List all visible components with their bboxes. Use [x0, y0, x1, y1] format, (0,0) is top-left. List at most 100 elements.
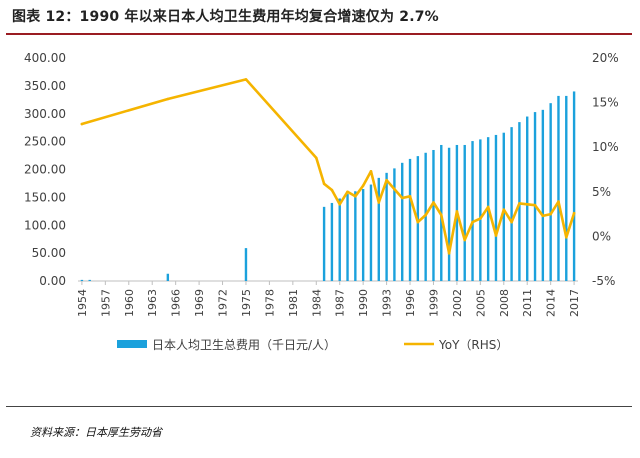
bar — [565, 95, 568, 281]
x-axis-tick-label: 1960 — [123, 289, 136, 317]
x-axis-tick-label: 1966 — [170, 289, 183, 317]
yoy-point — [525, 202, 529, 206]
yoy-point — [564, 235, 568, 239]
yoy-line — [80, 78, 576, 255]
yoy-point — [244, 78, 248, 81]
chart-title: 图表 12：1990 年以来日本人均卫生费用年均复合增速仅为 2.7% — [12, 9, 439, 25]
left-axis-tick-label: 150.00 — [24, 190, 66, 204]
yoy-point — [393, 187, 396, 191]
legend-bar-swatch — [117, 340, 147, 348]
bar — [330, 202, 334, 281]
x-axis-tick-label: 1987 — [334, 289, 347, 317]
tick-labels: 0.00 50.00 100.00 150.00 200.00 250.00 300.00 3… — [24, 51, 619, 317]
left-axis-tick-label: 250.00 — [24, 135, 66, 149]
title-rule — [6, 33, 632, 35]
bar — [557, 95, 560, 281]
yoy-point — [494, 234, 498, 237]
right-axis-tick-label: 15% — [592, 96, 619, 110]
yoy-point — [314, 156, 318, 160]
bar — [549, 103, 552, 281]
x-axis-tick-label: 1957 — [99, 289, 112, 317]
x-axis-tick-label: 1975 — [240, 289, 253, 317]
right-axis-tick-label: -5% — [592, 274, 615, 288]
yoy-point — [549, 212, 552, 216]
x-axis-tick-label: 1981 — [287, 289, 300, 317]
yoy-point — [424, 213, 427, 217]
yoy-point — [361, 184, 365, 187]
x-axis-tick-label: 1969 — [193, 289, 206, 317]
bar — [408, 158, 412, 281]
yoy-point — [439, 213, 443, 217]
source-note: 资料来源：日本厚生劳动省 — [30, 426, 162, 439]
yoy-point — [518, 202, 521, 205]
bar — [385, 172, 388, 281]
bar — [463, 144, 466, 281]
yoy-point — [471, 220, 474, 224]
yoy-point — [432, 201, 435, 204]
left-axis-tick-label: 100.00 — [24, 218, 66, 232]
bar — [354, 191, 357, 281]
yoy-point — [463, 238, 467, 242]
x-axis-tick-label: 1963 — [146, 289, 159, 317]
bar — [432, 149, 435, 281]
x-axis-tick-label: 1993 — [381, 289, 394, 317]
yoy-point — [330, 188, 334, 192]
legend-bar-label: 日本人均卫生总费用（千日元/人） — [152, 338, 336, 352]
yoy-point — [502, 208, 506, 211]
bar — [377, 177, 380, 281]
x-axis-tick-label: 1954 — [76, 289, 89, 317]
right-axis-tick-label: 0% — [592, 229, 611, 243]
x-axis-tick-label: 1990 — [357, 289, 370, 317]
bar — [533, 112, 537, 281]
bar — [572, 91, 576, 281]
x-axis-tick-label: 1996 — [404, 289, 417, 317]
right-axis-tick-label: 20% — [592, 51, 619, 65]
yoy-point — [400, 196, 404, 200]
bar — [494, 134, 498, 281]
footer-rule — [6, 406, 632, 407]
yoy-point — [80, 122, 84, 126]
bar — [479, 139, 482, 281]
x-axis-tick-label: 2014 — [545, 289, 558, 317]
yoy-point — [541, 214, 545, 218]
yoy-point — [572, 211, 576, 215]
bar — [393, 168, 396, 281]
x-axis-tick-label: 1978 — [263, 289, 276, 317]
yoy-point — [322, 182, 326, 186]
chart: 0.00 50.00 100.00 150.00 200.00 250.00 300.00 3… — [24, 51, 619, 352]
chart-axes — [78, 280, 578, 285]
right-axis-tick-label: 10% — [592, 140, 619, 154]
yoy-point — [346, 190, 349, 194]
yoy-point — [416, 220, 420, 224]
bar — [361, 189, 365, 281]
yoy-point — [408, 194, 412, 198]
yoy-point — [354, 194, 357, 198]
yoy-point — [369, 169, 373, 173]
bar — [502, 132, 505, 281]
bar — [244, 248, 248, 281]
bar — [471, 141, 474, 281]
legend: 日本人均卫生总费用（千日元/人） YoY（RHS） — [117, 338, 508, 352]
bar — [322, 206, 326, 281]
line-series — [80, 78, 576, 255]
left-axis-tick-label: 200.00 — [24, 163, 66, 177]
yoy-point — [338, 202, 342, 206]
x-axis-tick-label: 2011 — [521, 289, 534, 317]
left-axis-tick-label: 300.00 — [24, 107, 66, 121]
x-axis-tick-label: 2008 — [498, 289, 511, 317]
x-axis-tick-label: 1972 — [217, 289, 230, 317]
bar — [346, 194, 349, 281]
bar — [518, 122, 521, 281]
left-axis-tick-label: 350.00 — [24, 79, 66, 93]
bar — [447, 147, 451, 281]
left-axis-tick-label: 50.00 — [32, 246, 66, 260]
yoy-point — [479, 217, 482, 220]
right-axis-tick-label: 5% — [592, 185, 611, 199]
left-axis-tick-label: 0.00 — [39, 274, 66, 288]
yoy-point — [377, 201, 381, 204]
bar — [401, 162, 404, 281]
bar — [88, 279, 91, 281]
x-axis-tick-label: 2017 — [568, 289, 581, 317]
yoy-point — [455, 210, 459, 213]
bar — [338, 198, 341, 281]
